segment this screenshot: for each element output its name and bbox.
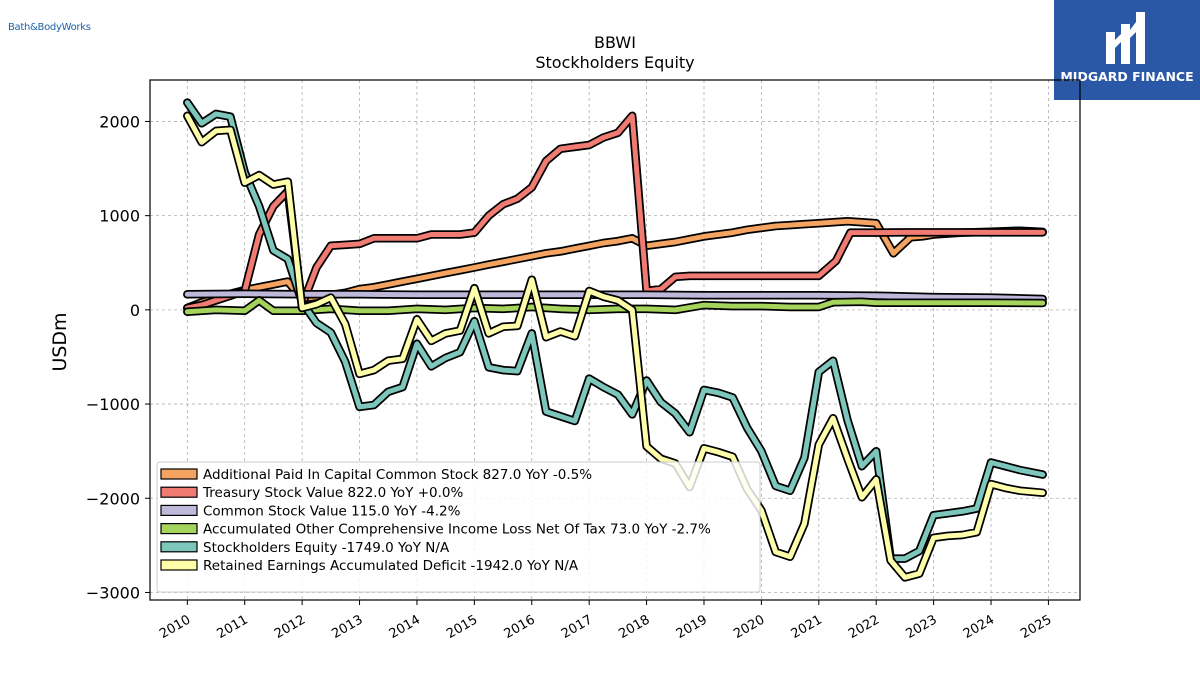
legend-item: Common Stock Value 115.0 YoY -4.2%	[160, 503, 461, 519]
legend-item: Additional Paid In Capital Common Stock …	[160, 467, 592, 483]
x-tick-label: 2020	[731, 612, 767, 642]
legend-label: Stockholders Equity -1749.0 YoY N/A	[203, 540, 450, 556]
legend-label: Accumulated Other Comprehensive Income L…	[203, 522, 711, 538]
x-tick-label: 2025	[1018, 612, 1054, 642]
legend-swatch	[160, 559, 198, 571]
x-tick-label: 2024	[961, 612, 997, 642]
legend-label: Retained Earnings Accumulated Deficit -1…	[203, 558, 579, 574]
y-tick-label: 1000	[99, 207, 140, 226]
y-axis-label: USDm	[49, 312, 71, 371]
x-tick-label: 2013	[329, 612, 365, 642]
legend-swatch	[160, 522, 198, 535]
right-logo-text: MIDGARD FINANCE	[1060, 69, 1194, 84]
x-tick-label: 2010	[157, 612, 193, 642]
legend-item: Retained Earnings Accumulated Deficit -1…	[160, 558, 579, 574]
legend-item: Stockholders Equity -1749.0 YoY N/A	[160, 540, 450, 556]
x-tick-label: 2012	[272, 612, 308, 642]
x-tick-label: 2023	[903, 612, 939, 642]
legend-swatch	[160, 541, 198, 553]
plot-frame	[149, 79, 1081, 601]
legend-box	[156, 461, 761, 593]
x-tick-label: 2022	[846, 612, 882, 642]
chart-subtitle: Stockholders Equity	[535, 53, 694, 72]
series-2	[183, 111, 1047, 313]
chart-title: BBWI	[594, 33, 636, 52]
y-tick-label: 2000	[99, 112, 140, 131]
legend-label: Additional Paid In Capital Common Stock …	[203, 467, 592, 483]
x-tick-label: 2017	[559, 612, 595, 642]
left-logo-text: Bath&BodyWorks	[8, 22, 91, 33]
series-line-outline	[183, 111, 1047, 313]
x-tick-label: 2015	[444, 612, 480, 642]
midgard-finance-logo-mark-icon	[1106, 12, 1145, 64]
series-6	[183, 111, 1047, 582]
x-tick-label: 2011	[215, 612, 251, 642]
x-tick-label: 2019	[674, 612, 710, 642]
legend-item: Treasury Stock Value 822.0 YoY +0.0%	[160, 485, 464, 501]
legend-label: Common Stock Value 115.0 YoY -4.2%	[203, 503, 461, 519]
legend-swatch	[160, 504, 198, 516]
legend-swatch	[160, 486, 198, 498]
series-lines	[183, 98, 1047, 582]
x-tick-label: 2018	[616, 612, 652, 642]
y-tick-label: −3000	[86, 583, 140, 602]
legend-item: Accumulated Other Comprehensive Income L…	[160, 522, 711, 538]
legend-label: Treasury Stock Value 822.0 YoY +0.0%	[202, 485, 464, 501]
y-tick-label: −1000	[86, 395, 140, 414]
y-tick-label: −2000	[86, 489, 140, 508]
x-tick-label: 2014	[387, 612, 423, 642]
x-tick-label: 2021	[789, 612, 825, 642]
legend-swatch	[160, 468, 198, 480]
y-tick-label: 0	[130, 301, 140, 320]
series-line	[184, 113, 1046, 580]
midgard-finance-logo: MIDGARD FINANCE	[1054, 0, 1200, 100]
bath-body-works-logo: Bath&BodyWorks	[8, 22, 108, 62]
x-tick-label: 2016	[502, 612, 538, 642]
legend: Additional Paid In Capital Common Stock …	[156, 461, 761, 593]
